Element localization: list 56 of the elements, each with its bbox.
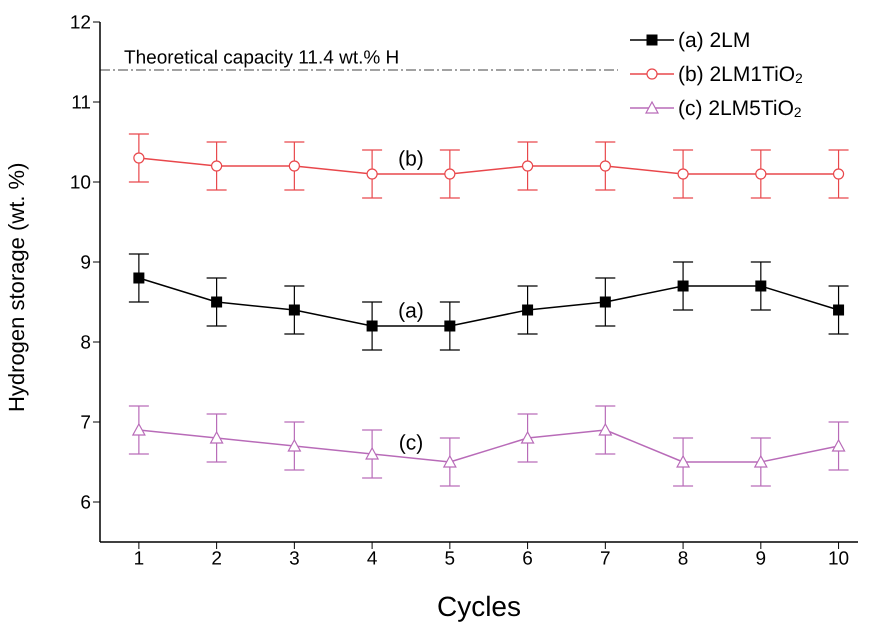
x-tick-label: 2 xyxy=(211,548,222,570)
point xyxy=(598,423,612,436)
x-tick-label: 5 xyxy=(444,548,456,570)
x-tick-label: 1 xyxy=(134,548,144,570)
x-axis-title: Cycles xyxy=(436,591,522,622)
point xyxy=(754,455,768,468)
y-tick-label: 12 xyxy=(70,12,91,34)
x-tick-label: 8 xyxy=(678,548,688,570)
point xyxy=(678,280,689,292)
y-tick-label: 6 xyxy=(80,492,91,514)
point xyxy=(132,423,146,436)
point xyxy=(444,320,456,332)
point xyxy=(366,168,378,180)
y-tick-label: 10 xyxy=(70,172,91,194)
x-tick-label: 6 xyxy=(522,548,533,570)
annotation: (a) xyxy=(398,299,424,322)
point xyxy=(676,455,690,468)
x-tick-label: 4 xyxy=(366,548,378,570)
x-tick-label: 9 xyxy=(756,548,766,570)
point xyxy=(288,439,301,452)
y-tick-label: 7 xyxy=(80,412,91,434)
point xyxy=(211,160,222,172)
y-tick-label: 11 xyxy=(71,92,91,114)
legend-label: (c) 2LM5TiO$_{2}$ xyxy=(678,96,802,120)
point xyxy=(755,280,766,292)
point xyxy=(443,455,456,468)
legend-label: (b) 2LM1TiO$_{2}$ xyxy=(678,62,803,86)
point xyxy=(832,168,844,180)
y-tick-label: 8 xyxy=(80,332,91,354)
ref-line-label: Theoretical capacity 11.4 wt.% H xyxy=(124,47,400,68)
point xyxy=(366,320,378,332)
point xyxy=(677,168,689,180)
x-tick-label: 10 xyxy=(828,548,850,570)
point xyxy=(755,168,766,180)
x-tick-label: 3 xyxy=(289,548,300,570)
annotation: (b) xyxy=(398,147,424,170)
legend-label: (a) 2LM xyxy=(678,28,750,52)
y-tick-label: 9 xyxy=(80,252,91,274)
point xyxy=(600,296,611,308)
point xyxy=(288,160,300,172)
point xyxy=(522,304,534,316)
point xyxy=(444,168,456,180)
point xyxy=(133,272,144,284)
point xyxy=(211,296,222,308)
point xyxy=(600,160,611,172)
point xyxy=(520,431,534,444)
point xyxy=(522,160,534,172)
annotation: (c) xyxy=(398,431,424,454)
point xyxy=(833,304,844,316)
point xyxy=(366,447,379,460)
x-tick-label: 7 xyxy=(600,548,611,570)
point xyxy=(133,152,144,164)
point xyxy=(210,431,224,444)
point xyxy=(288,304,300,316)
point xyxy=(832,439,846,452)
y-axis-title: Hydrogen storage (wt. %) xyxy=(4,162,29,412)
